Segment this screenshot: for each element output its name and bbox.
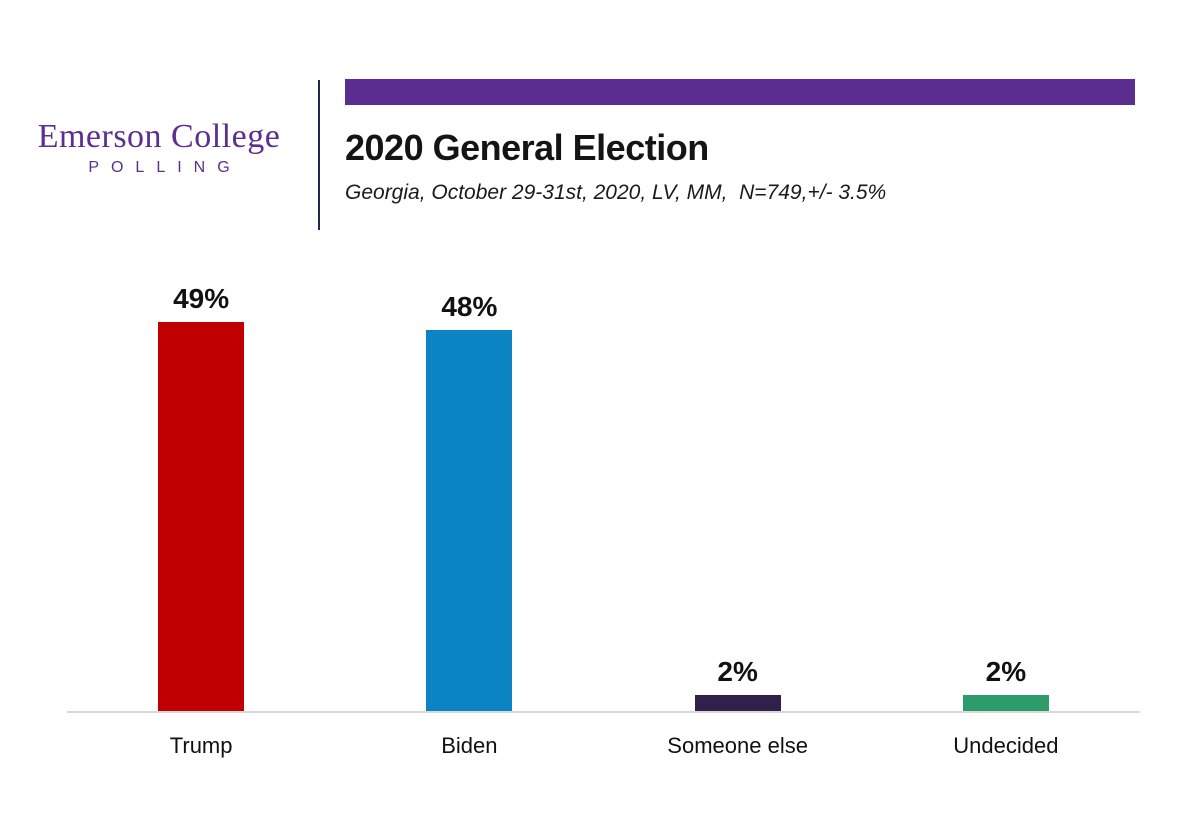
category-label-someone-else: Someone else: [667, 733, 808, 758]
bar-column-undecided: 2%: [872, 658, 1140, 711]
header-divider: [318, 80, 320, 230]
category-label-trump: Trump: [169, 733, 233, 758]
bar-chart: 49% 48% 2% 2%: [67, 285, 1140, 713]
bar-column-biden: 48%: [335, 293, 603, 711]
bar-column-trump: 49%: [67, 285, 335, 711]
bar-someone-else: [694, 695, 781, 711]
category-label-undecided: Undecided: [953, 733, 1059, 758]
bar-column-someone-else: 2%: [604, 658, 872, 711]
chart-title: 2020 General Election: [345, 127, 709, 168]
bar-value-label: 48%: [441, 291, 498, 322]
chart-subtitle: Georgia, October 29-31st, 2020, LV, MM, …: [345, 180, 887, 204]
bar-trump: [158, 322, 245, 711]
logo-subname: POLLING: [88, 159, 242, 177]
header: 2020 General Election Georgia, October 2…: [345, 79, 1135, 205]
logo-name: Emerson College: [37, 118, 281, 155]
bar-value-label: 2%: [717, 656, 758, 687]
accent-banner: [345, 79, 1135, 105]
bar-undecided: [962, 695, 1049, 711]
bar-value-label: 2%: [985, 656, 1027, 687]
category-label-biden: Biden: [441, 733, 498, 758]
bar-value-label: 49%: [173, 283, 230, 314]
emerson-college-logo: Emerson College POLLING: [18, 118, 300, 177]
bar-biden: [426, 330, 513, 711]
category-axis: Trump Biden Someone else Undecided: [67, 733, 1140, 759]
